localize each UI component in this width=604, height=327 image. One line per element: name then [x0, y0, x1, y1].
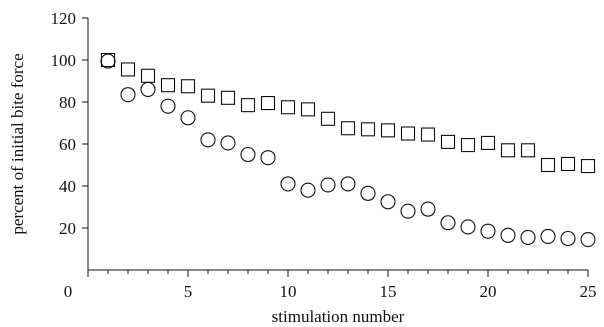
square-marker	[560, 156, 576, 171]
circle-marker	[240, 146, 256, 163]
square-marker	[180, 79, 196, 94]
square-marker	[120, 62, 136, 77]
circle-marker	[200, 132, 216, 148]
y-ticks: 20 40 60 80 100 120	[51, 9, 88, 238]
circle-marker	[280, 176, 296, 192]
square-marker	[280, 100, 296, 115]
square-marker	[160, 78, 176, 93]
circle-marker	[540, 228, 556, 244]
circle-marker	[520, 229, 536, 245]
circle-marker	[340, 176, 356, 192]
square-marker	[460, 138, 476, 153]
square-marker	[440, 134, 456, 149]
x-tick-label: 0	[64, 282, 73, 301]
square-marker	[360, 122, 376, 137]
x-tick-label: 5	[184, 282, 193, 301]
square-marker	[480, 135, 496, 150]
square-marker	[520, 143, 536, 158]
square-marker	[340, 121, 356, 136]
x-axis: 0 5 10 15 20 25	[64, 269, 597, 301]
square-marker	[580, 159, 596, 174]
square-marker	[540, 157, 556, 173]
circle-marker	[180, 110, 196, 126]
y-tick-label: 120	[51, 9, 77, 28]
circle-marker	[400, 203, 416, 219]
circle-marker	[360, 185, 376, 201]
circle-marker	[580, 232, 596, 248]
y-tick-label: 20	[59, 219, 76, 238]
y-tick-label: 60	[59, 135, 76, 154]
x-tick-label: 15	[380, 282, 397, 301]
data-markers	[100, 52, 596, 248]
circle-marker	[460, 219, 476, 235]
circle-marker	[440, 215, 456, 231]
y-tick-label: 40	[59, 177, 76, 196]
circle-marker	[500, 227, 516, 243]
square-marker	[240, 98, 256, 113]
x-axis-title: stimulation number	[272, 307, 405, 326]
y-axis: 20 40 60 80 100 120	[51, 9, 89, 270]
x-ticks: 0 5 10 15 20 25	[64, 270, 597, 301]
square-marker	[200, 88, 216, 103]
square-marker	[220, 90, 236, 105]
circle-marker	[100, 53, 116, 69]
square-marker	[300, 102, 316, 117]
x-tick-label: 25	[580, 282, 597, 301]
circle-marker	[320, 177, 336, 193]
circle-marker	[380, 194, 396, 210]
square-marker	[420, 127, 436, 142]
square-marker	[140, 68, 156, 83]
y-tick-label: 100	[51, 51, 77, 70]
circle-marker	[120, 87, 136, 103]
circle-marker	[560, 230, 576, 247]
square-marker	[500, 143, 516, 158]
circle-marker	[260, 150, 276, 166]
square-marker	[380, 123, 396, 138]
y-tick-label: 80	[59, 93, 76, 112]
circle-marker	[160, 98, 176, 114]
circle-marker	[140, 81, 156, 97]
y-axis-title: percent of initial bite force	[8, 53, 27, 234]
square-marker	[400, 126, 416, 141]
circle-marker	[300, 182, 316, 198]
x-tick-label: 20	[480, 282, 497, 301]
circle-marker	[480, 223, 496, 239]
x-tick-label: 10	[280, 282, 297, 301]
square-marker	[260, 96, 276, 111]
square-marker	[320, 111, 336, 126]
circle-marker	[420, 201, 436, 217]
circle-marker	[220, 135, 236, 151]
